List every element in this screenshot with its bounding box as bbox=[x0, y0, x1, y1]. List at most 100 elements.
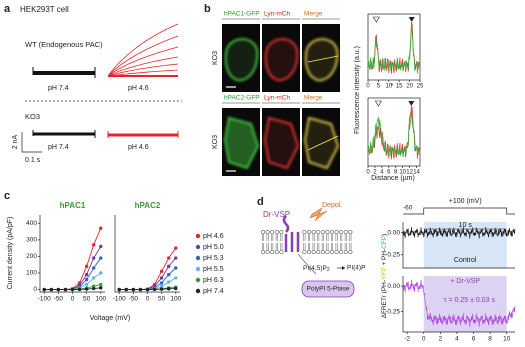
data-point bbox=[159, 281, 164, 285]
ph-label: pH 7.4 bbox=[48, 85, 69, 92]
ko-label: KO3 bbox=[25, 112, 40, 121]
panel-label: b bbox=[204, 3, 211, 15]
axis bbox=[402, 222, 515, 269]
y-tick-label: -0.25 bbox=[385, 308, 400, 315]
lipid-head bbox=[325, 249, 330, 255]
data-point bbox=[84, 287, 89, 291]
data-point bbox=[124, 287, 129, 292]
data-point bbox=[174, 276, 178, 280]
asterisk: * bbox=[391, 83, 394, 90]
wt-label: WT (Endogenous PAC) bbox=[25, 40, 103, 49]
legend-marker bbox=[195, 233, 201, 239]
data-point bbox=[145, 287, 150, 292]
y-tick-label: 0 bbox=[33, 286, 37, 293]
data-point bbox=[91, 276, 96, 280]
x-tick-label: 10 bbox=[503, 336, 511, 343]
y-tick-label: 300 bbox=[26, 237, 37, 244]
voltage-protocol bbox=[403, 207, 515, 215]
legend-marker bbox=[195, 255, 201, 261]
data-point bbox=[166, 264, 171, 269]
data-point bbox=[174, 246, 178, 250]
lipid-tail bbox=[344, 243, 347, 250]
lipid-head bbox=[334, 229, 339, 235]
x-tick-label: 2 bbox=[373, 170, 377, 176]
lipid-head bbox=[302, 249, 307, 255]
lipid-head bbox=[265, 229, 270, 235]
data-point bbox=[91, 266, 96, 270]
lipid-tail bbox=[271, 243, 274, 250]
panel-label: a bbox=[4, 3, 11, 15]
y-tick-label: -0.25 bbox=[385, 251, 400, 258]
lipid-head bbox=[260, 229, 266, 235]
x-tick-label: 15 bbox=[396, 84, 403, 90]
chart-title: hPAC2 bbox=[135, 201, 161, 210]
product: PI(4)P bbox=[347, 265, 365, 272]
enzyme: PolyPI 5-Ptase bbox=[307, 286, 350, 293]
data-point bbox=[42, 287, 46, 292]
x-tick-label: -50 bbox=[54, 296, 64, 303]
lipid-head bbox=[348, 229, 353, 235]
profile-line bbox=[307, 55, 339, 63]
data-point bbox=[99, 286, 103, 290]
x-tick-label: -100 bbox=[38, 296, 51, 303]
data-point bbox=[84, 277, 89, 282]
marker-filled bbox=[408, 17, 415, 22]
series-line bbox=[44, 257, 102, 290]
lipid-tail bbox=[340, 243, 343, 250]
data-point bbox=[91, 286, 96, 291]
legend-label: pH 7.4 bbox=[203, 288, 224, 295]
lipid-head bbox=[320, 229, 325, 235]
x-tick-label: 2 bbox=[439, 336, 443, 343]
row-label: KO3 bbox=[212, 51, 219, 65]
lipid-head bbox=[302, 229, 307, 235]
lipid-head bbox=[306, 229, 312, 235]
data-point bbox=[159, 287, 164, 291]
y-tick-label: 0.00 bbox=[387, 229, 400, 236]
x-axis-label: Distance (µm) bbox=[371, 175, 415, 182]
scale-time: 0.1 s bbox=[25, 157, 41, 164]
lipid-tail bbox=[303, 234, 306, 241]
lipid-tail bbox=[340, 234, 343, 241]
lipid-tail bbox=[335, 234, 338, 241]
y-axis-label: Current density (pA/pF) bbox=[7, 217, 14, 290]
x-tick-label: 8 bbox=[394, 170, 398, 176]
x-tick-label: 0 bbox=[366, 84, 370, 90]
cell bbox=[263, 116, 300, 170]
panel-label: d bbox=[257, 196, 264, 208]
channel-label: Lyn-mCh bbox=[264, 11, 291, 18]
lipid-tail bbox=[303, 243, 306, 250]
y-axis-label: ΔFRETr (PH-YFP + PH-CFP) bbox=[381, 234, 388, 319]
x-tick-label: -50 bbox=[129, 296, 139, 303]
y-tick-label: 200 bbox=[26, 253, 37, 260]
lipid-tail bbox=[275, 234, 278, 241]
substrate: PI(4,5)P bbox=[303, 265, 327, 272]
lipid-head bbox=[311, 229, 316, 235]
x-tick-label: 4 bbox=[455, 336, 459, 343]
legend-label: pH 5.3 bbox=[203, 255, 224, 262]
lipid-head bbox=[279, 249, 284, 255]
lipid-head bbox=[343, 249, 348, 255]
data-point bbox=[166, 287, 171, 291]
data-point bbox=[174, 256, 178, 260]
data-point bbox=[91, 243, 96, 247]
lipid-tail bbox=[266, 243, 269, 250]
lipid-tail bbox=[280, 243, 283, 250]
data-point bbox=[166, 272, 171, 277]
lipid-head bbox=[316, 229, 321, 235]
lipid-head bbox=[329, 249, 335, 255]
y-tick-label: 400 bbox=[26, 220, 37, 227]
data-point bbox=[152, 287, 157, 292]
profile-line bbox=[307, 135, 339, 151]
lipid-head bbox=[270, 249, 275, 255]
x-tick-label: 0 bbox=[146, 296, 150, 303]
axis bbox=[39, 215, 105, 293]
legend-marker bbox=[195, 288, 201, 294]
lipid-tail bbox=[321, 234, 324, 241]
lipid-tail bbox=[335, 243, 338, 250]
ylabel-part: ΔFRETr (PH- bbox=[381, 280, 388, 318]
scale-current: 2 nA bbox=[12, 134, 19, 149]
data-point bbox=[174, 266, 178, 270]
lipid-tail bbox=[280, 234, 283, 241]
x-tick-label: 0 bbox=[71, 296, 75, 303]
lipid-tail bbox=[266, 234, 269, 241]
